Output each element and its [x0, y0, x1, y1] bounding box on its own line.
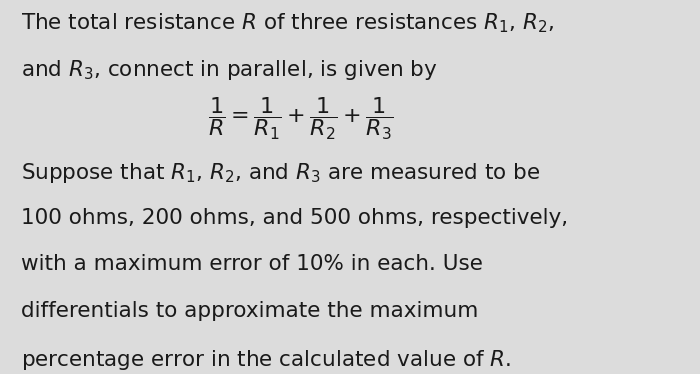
Text: percentage error in the calculated value of $R$.: percentage error in the calculated value…: [21, 348, 511, 372]
Text: $\dfrac{1}{R} = \dfrac{1}{R_1} + \dfrac{1}{R_2} + \dfrac{1}{R_3}$: $\dfrac{1}{R} = \dfrac{1}{R_1} + \dfrac{…: [208, 95, 394, 142]
Text: and $R_3$, connect in parallel, is given by: and $R_3$, connect in parallel, is given…: [21, 58, 438, 82]
Text: differentials to approximate the maximum: differentials to approximate the maximum: [21, 301, 478, 321]
Text: with a maximum error of 10% in each. Use: with a maximum error of 10% in each. Use: [21, 254, 483, 274]
Text: 100 ohms, 200 ohms, and 500 ohms, respectively,: 100 ohms, 200 ohms, and 500 ohms, respec…: [21, 208, 568, 227]
Text: The total resistance $R$ of three resistances $R_1$, $R_2$,: The total resistance $R$ of three resist…: [21, 11, 554, 35]
Text: Suppose that $R_1$, $R_2$, and $R_3$ are measured to be: Suppose that $R_1$, $R_2$, and $R_3$ are…: [21, 161, 540, 185]
